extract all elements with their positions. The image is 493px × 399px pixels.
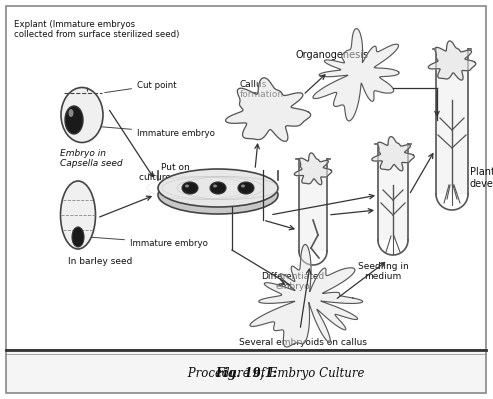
Ellipse shape [61, 181, 96, 249]
Text: Embryo in
Capsella seed: Embryo in Capsella seed [60, 149, 123, 168]
Text: Put on
culture medium: Put on culture medium [139, 163, 211, 182]
Polygon shape [294, 153, 332, 185]
Ellipse shape [241, 184, 245, 188]
Text: Explant (Immature embryos
collected from surface sterilized seed): Explant (Immature embryos collected from… [14, 20, 179, 40]
Bar [6, 350, 486, 393]
Polygon shape [313, 29, 399, 121]
Ellipse shape [61, 87, 103, 142]
Bar [436, 49, 468, 194]
Text: Immature embryo: Immature embryo [83, 125, 215, 138]
Text: Fig. 19.1:: Fig. 19.1: [215, 367, 277, 381]
Polygon shape [428, 41, 476, 80]
Text: Organogenesis: Organogenesis [296, 50, 369, 60]
Text: Cut point: Cut point [105, 81, 176, 93]
Ellipse shape [158, 169, 278, 207]
Polygon shape [250, 245, 363, 347]
Text: Several embryoids on callus: Several embryoids on callus [239, 338, 367, 347]
Text: Seedling in
medium: Seedling in medium [357, 262, 408, 281]
Text: Plantlet
development: Plantlet development [470, 167, 493, 189]
Ellipse shape [210, 182, 226, 194]
Text: Differentiated
embryo: Differentiated embryo [261, 272, 324, 291]
Ellipse shape [185, 184, 189, 188]
Text: Callus
formation: Callus formation [240, 80, 284, 99]
Ellipse shape [65, 106, 83, 134]
Bar [6, 6, 486, 350]
Ellipse shape [69, 109, 73, 117]
Polygon shape [372, 136, 414, 171]
Bar [378, 144, 408, 240]
Ellipse shape [158, 176, 278, 214]
Ellipse shape [238, 182, 254, 194]
Text: Immature embryo: Immature embryo [91, 237, 208, 247]
Ellipse shape [182, 182, 198, 194]
Ellipse shape [213, 184, 217, 188]
Text: Procedure of Embryo Culture: Procedure of Embryo Culture [184, 367, 364, 381]
Polygon shape [226, 78, 311, 141]
Bar [299, 159, 327, 251]
Text: In barley seed: In barley seed [68, 257, 133, 266]
Ellipse shape [72, 227, 84, 247]
